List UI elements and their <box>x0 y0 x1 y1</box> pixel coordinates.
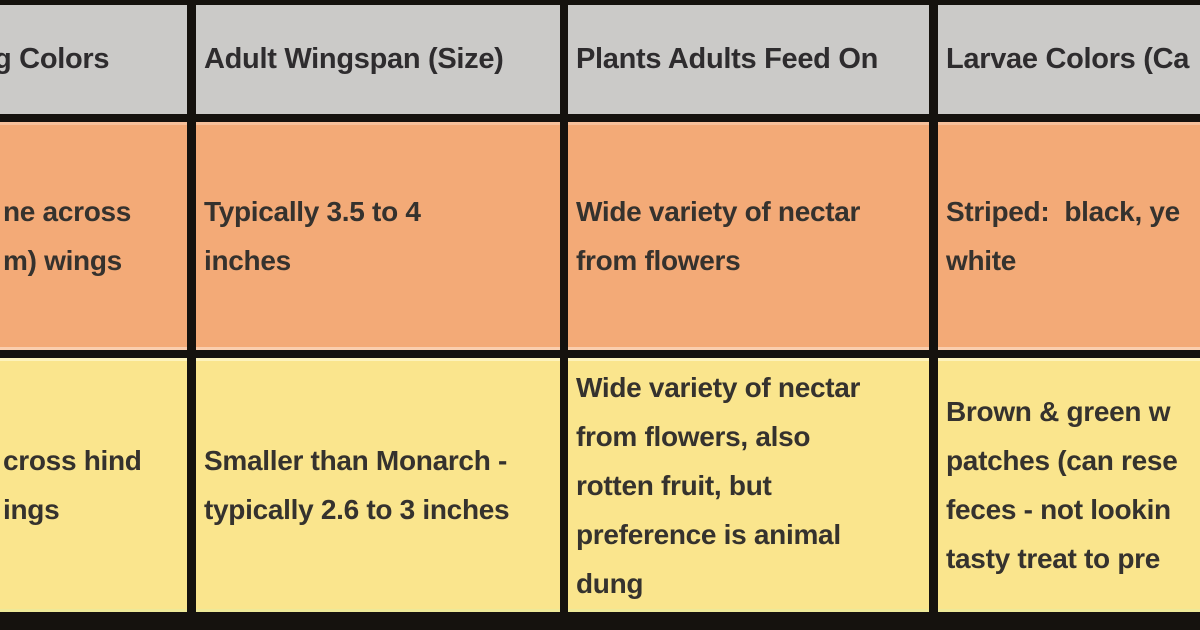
header-cell-larvae-colors: Larvae Colors (Ca <box>938 5 1200 114</box>
row2-wingspan-cell: Smaller than Monarch - typically 2.6 to … <box>196 358 560 612</box>
row1-wingspan-text: Typically 3.5 to 4 inches <box>204 196 421 276</box>
row2-colors-text: cross hind ings <box>3 445 142 525</box>
row1-larvae-text: Striped: black, ye white <box>946 196 1180 276</box>
header-cell-adult-wingspan: Adult Wingspan (Size) <box>196 5 560 114</box>
row2-larvae-cell: Brown & green w patches (can rese feces … <box>938 358 1200 612</box>
row1-larvae-cell: Striped: black, ye white <box>938 122 1200 350</box>
row1-food-text: Wide variety of nectar from flowers <box>576 196 861 276</box>
header-cell-colors: g Colors <box>0 5 187 114</box>
row2-food-cell: Wide variety of nectar from flowers, als… <box>568 358 929 612</box>
header-adult-wingspan-label: Adult Wingspan (Size) <box>204 43 504 75</box>
row1-colors-cell: ne across m) wings <box>0 122 187 350</box>
header-larvae-colors-label: Larvae Colors (Ca <box>946 43 1190 75</box>
row2-wingspan-text: Smaller than Monarch - typically 2.6 to … <box>204 445 510 525</box>
row2-colors-cell: cross hind ings <box>0 358 187 612</box>
header-colors-label: g Colors <box>0 43 110 75</box>
row1-colors-text: ne across m) wings <box>3 196 132 276</box>
row2-food-text: Wide variety of nectar from flowers, als… <box>576 371 861 599</box>
row2-larvae-text: Brown & green w patches (can rese feces … <box>946 396 1178 574</box>
row1-food-cell: Wide variety of nectar from flowers <box>568 122 929 350</box>
row1-wingspan-cell: Typically 3.5 to 4 inches <box>196 122 560 350</box>
header-cell-plants-adults-feed-on: Plants Adults Feed On <box>568 5 929 114</box>
header-plants-adults-feed-on-label: Plants Adults Feed On <box>576 43 878 75</box>
